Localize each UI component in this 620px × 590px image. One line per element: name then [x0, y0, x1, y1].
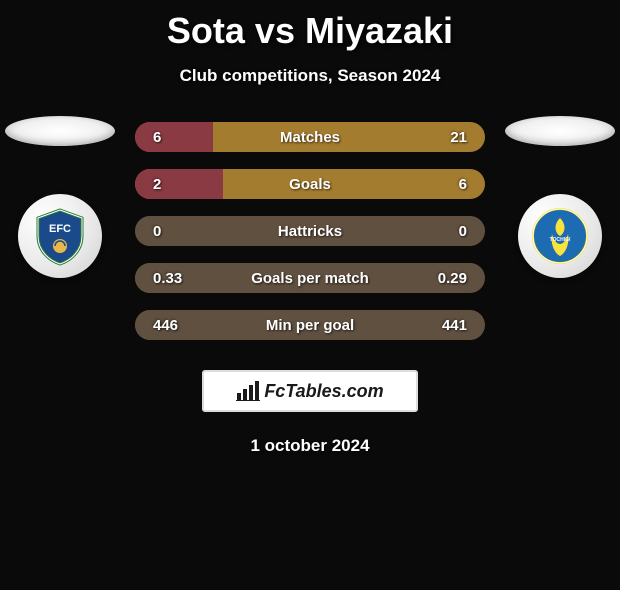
stat-value-left: 446: [153, 317, 193, 334]
club-crest-right-icon: TOCHIGI: [530, 206, 590, 266]
stat-bar: 6 Matches 21: [135, 122, 485, 152]
stat-label: Goals: [289, 176, 331, 193]
club-crest-left-icon: EFC: [30, 206, 90, 266]
stat-bars: 6 Matches 21 2 Goals 6 0 Hattricks 0 0.33 Goals pe…: [135, 122, 485, 340]
stat-label: Matches: [280, 129, 340, 146]
stat-value-right: 21: [427, 129, 467, 146]
right-player-column: TOCHIGI: [500, 122, 620, 278]
tochigi-sc-badge: TOCHIGI: [518, 194, 602, 278]
page-title: Sota vs Miyazaki: [0, 10, 620, 52]
svg-text:EFC: EFC: [49, 223, 71, 235]
subtitle: Club competitions, Season 2024: [0, 66, 620, 86]
stat-value-left: 2: [153, 176, 193, 193]
ehime-fc-badge: EFC: [18, 194, 102, 278]
right-flag-placeholder: [505, 116, 615, 146]
stat-value-right: 6: [427, 176, 467, 193]
stat-value-left: 6: [153, 129, 193, 146]
comparison-content: EFC TOCHIGI 6Matches212Goals60Hattricks0…: [0, 122, 620, 340]
stat-value-right: 0: [427, 223, 467, 240]
svg-text:TOCHIGI: TOCHIGI: [550, 237, 571, 243]
stat-bar: 0.33 Goals per match 0.29: [135, 263, 485, 293]
stat-label: Min per goal: [266, 317, 354, 334]
stat-value-left: 0: [153, 223, 193, 240]
stat-value-right: 0.29: [427, 270, 467, 287]
bar-chart-icon: [236, 381, 260, 401]
date-text: 1 october 2024: [0, 436, 620, 456]
stat-value-right: 441: [427, 317, 467, 334]
left-player-column: EFC: [0, 122, 120, 278]
stat-bar: 446 Min per goal 441: [135, 310, 485, 340]
stat-bar: 0 Hattricks 0: [135, 216, 485, 246]
watermark-text: FcTables.com: [264, 381, 383, 402]
stat-label: Goals per match: [251, 270, 369, 287]
stat-value-left: 0.33: [153, 270, 193, 287]
fctables-watermark: FcTables.com: [202, 370, 418, 412]
left-flag-placeholder: [5, 116, 115, 146]
stat-label: Hattricks: [278, 223, 342, 240]
stat-bar: 2 Goals 6: [135, 169, 485, 199]
